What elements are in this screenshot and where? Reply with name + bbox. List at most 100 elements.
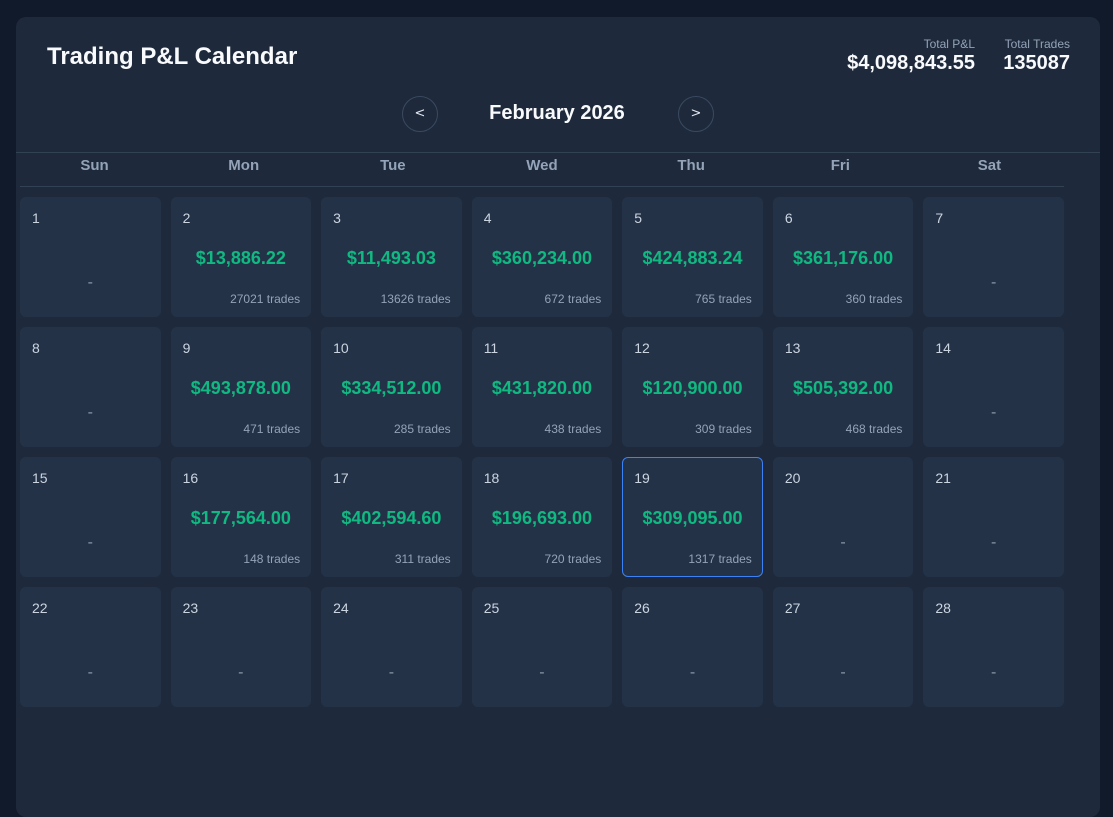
day-cell[interactable]: 23 - bbox=[170, 587, 312, 707]
day-cell[interactable]: 22 - bbox=[20, 587, 161, 707]
day-cell[interactable]: 26 - bbox=[622, 587, 763, 707]
day-number: 7 bbox=[935, 210, 944, 226]
previous-month-button[interactable]: < bbox=[402, 96, 438, 132]
page-title: Trading P&L Calendar bbox=[47, 43, 298, 70]
day-trade-count: 285 trades bbox=[393, 422, 451, 436]
day-number: 21 bbox=[935, 470, 951, 486]
total-trades-value: 135087 bbox=[1003, 52, 1070, 74]
day-number: 17 bbox=[333, 470, 349, 486]
day-pnl-value: $424,883.24 bbox=[642, 248, 743, 268]
day-cell[interactable]: 27 - bbox=[772, 587, 914, 707]
day-cell[interactable]: 4 $360,234.00 672 trades bbox=[471, 197, 613, 317]
no-trades-placeholder: - bbox=[238, 664, 244, 681]
next-month-button[interactable]: > bbox=[678, 96, 714, 132]
weekday-tue: Tue bbox=[380, 157, 406, 174]
day-cell[interactable]: 12 $120,900.00 309 trades bbox=[622, 327, 763, 447]
day-number: 13 bbox=[784, 340, 801, 356]
day-pnl-value: $120,900.00 bbox=[642, 378, 743, 398]
day-trade-count: 471 trades bbox=[243, 422, 301, 436]
no-trades-placeholder: - bbox=[990, 404, 997, 421]
day-pnl-value: $334,512.00 bbox=[341, 378, 442, 398]
day-number: 22 bbox=[32, 600, 48, 616]
day-trade-count: 13626 trades bbox=[380, 292, 451, 306]
day-trade-count: 765 trades bbox=[695, 292, 752, 306]
day-cell[interactable]: 8- bbox=[20, 327, 161, 447]
day-trade-count: 27021 trades bbox=[230, 292, 301, 306]
day-cell[interactable]: 1- bbox=[20, 197, 161, 317]
day-number: 26 bbox=[634, 600, 650, 616]
weekday-sat: Sat bbox=[977, 157, 1002, 174]
day-number: 6 bbox=[784, 210, 793, 226]
day-number: 5 bbox=[634, 210, 643, 226]
day-cell[interactable]: 28 - bbox=[923, 587, 1064, 707]
day-number: 16 bbox=[182, 470, 199, 486]
total-trades-stat: Total Trades 135087 bbox=[1003, 37, 1070, 75]
day-cell[interactable]: 3 $11,493.03 13626 trades bbox=[321, 197, 462, 317]
day-cell[interactable]: 14 - bbox=[923, 327, 1064, 447]
weekday-wed: Wed bbox=[526, 157, 558, 174]
day-trade-count: 468 trades bbox=[845, 422, 903, 436]
weekday-sun: Sun bbox=[80, 157, 109, 174]
day-cell[interactable]: 15 - bbox=[20, 457, 161, 577]
day-cell[interactable]: 19 $309,095.00 1317 trades bbox=[622, 457, 763, 577]
day-cell[interactable]: 7- bbox=[923, 197, 1064, 317]
day-cell[interactable]: 18 $196,693.00 720 trades bbox=[471, 457, 613, 577]
day-trade-count: 311 trades bbox=[394, 552, 451, 566]
day-cell[interactable]: 13 $505,392.00 468 trades bbox=[772, 327, 914, 447]
weekday-thu: Thu bbox=[677, 157, 705, 174]
day-number: 23 bbox=[182, 600, 199, 616]
day-pnl-value: $177,564.00 bbox=[190, 508, 291, 528]
day-pnl-value: $196,693.00 bbox=[491, 508, 593, 528]
no-trades-placeholder: - bbox=[990, 664, 997, 681]
day-pnl-value: $361,176.00 bbox=[793, 248, 894, 268]
weekday-fri: Fri bbox=[830, 157, 850, 174]
day-cell[interactable]: 10 $334,512.00 285 trades bbox=[321, 327, 462, 447]
day-number: 19 bbox=[634, 470, 650, 486]
total-pnl-label: Total P&L bbox=[923, 37, 975, 51]
no-trades-placeholder: - bbox=[87, 534, 93, 551]
day-cell[interactable]: 11 $431,820.00 438 trades bbox=[471, 327, 613, 447]
day-pnl-value: $505,392.00 bbox=[793, 378, 894, 398]
day-number: 15 bbox=[32, 470, 48, 486]
day-number: 25 bbox=[483, 600, 500, 616]
day-number: 10 bbox=[333, 340, 349, 356]
calendar-header: Trading P&L Calendar Total P&L $4,098,84… bbox=[16, 17, 1100, 153]
day-number: 2 bbox=[182, 210, 191, 226]
day-cell[interactable]: 25 - bbox=[471, 587, 613, 707]
day-trade-count: 360 trades bbox=[845, 292, 903, 306]
day-cell[interactable]: 21 - bbox=[923, 457, 1064, 577]
total-trades-label: Total Trades bbox=[1004, 37, 1070, 51]
day-cell[interactable]: 2 $13,886.22 27021 trades bbox=[170, 197, 312, 317]
no-trades-placeholder: - bbox=[87, 274, 93, 291]
day-cell[interactable]: 5 $424,883.24 765 trades bbox=[622, 197, 763, 317]
total-pnl-stat: Total P&L $4,098,843.55 bbox=[847, 37, 975, 75]
day-cell[interactable]: 17 $402,594.60 311 trades bbox=[321, 457, 462, 577]
no-trades-placeholder: - bbox=[388, 664, 395, 681]
day-cell[interactable]: 6 $361,176.00 360 trades bbox=[772, 197, 914, 317]
day-trade-count: 672 trades bbox=[544, 292, 602, 306]
weekday-mon: Mon bbox=[228, 157, 260, 174]
day-pnl-value: $493,878.00 bbox=[190, 378, 291, 398]
no-trades-placeholder: - bbox=[840, 534, 846, 551]
day-number: 27 bbox=[784, 600, 801, 616]
no-trades-placeholder: - bbox=[990, 274, 997, 291]
day-number: 8 bbox=[32, 340, 40, 356]
no-trades-placeholder: - bbox=[87, 664, 93, 681]
day-pnl-value: $431,820.00 bbox=[491, 378, 593, 398]
day-trade-count: 1317 trades bbox=[688, 552, 752, 566]
day-cell[interactable]: 9 $493,878.00 471 trades bbox=[170, 327, 312, 447]
weekday-header-row: Sun Mon Tue Wed Thu Fri Sat bbox=[20, 154, 1064, 187]
day-number: 14 bbox=[935, 340, 951, 356]
day-trade-count: 148 trades bbox=[243, 552, 301, 566]
day-number: 9 bbox=[182, 340, 191, 356]
day-number: 11 bbox=[483, 340, 499, 356]
day-pnl-value: $402,594.60 bbox=[341, 508, 442, 528]
day-cell[interactable]: 16 $177,564.00 148 trades bbox=[170, 457, 312, 577]
no-trades-placeholder: - bbox=[990, 534, 997, 551]
no-trades-placeholder: - bbox=[689, 664, 696, 681]
day-number: 28 bbox=[935, 600, 951, 616]
day-cell[interactable]: 20 - bbox=[772, 457, 914, 577]
day-cell[interactable]: 24 - bbox=[321, 587, 462, 707]
day-trade-count: 720 trades bbox=[544, 552, 602, 566]
day-number: 24 bbox=[333, 600, 349, 616]
